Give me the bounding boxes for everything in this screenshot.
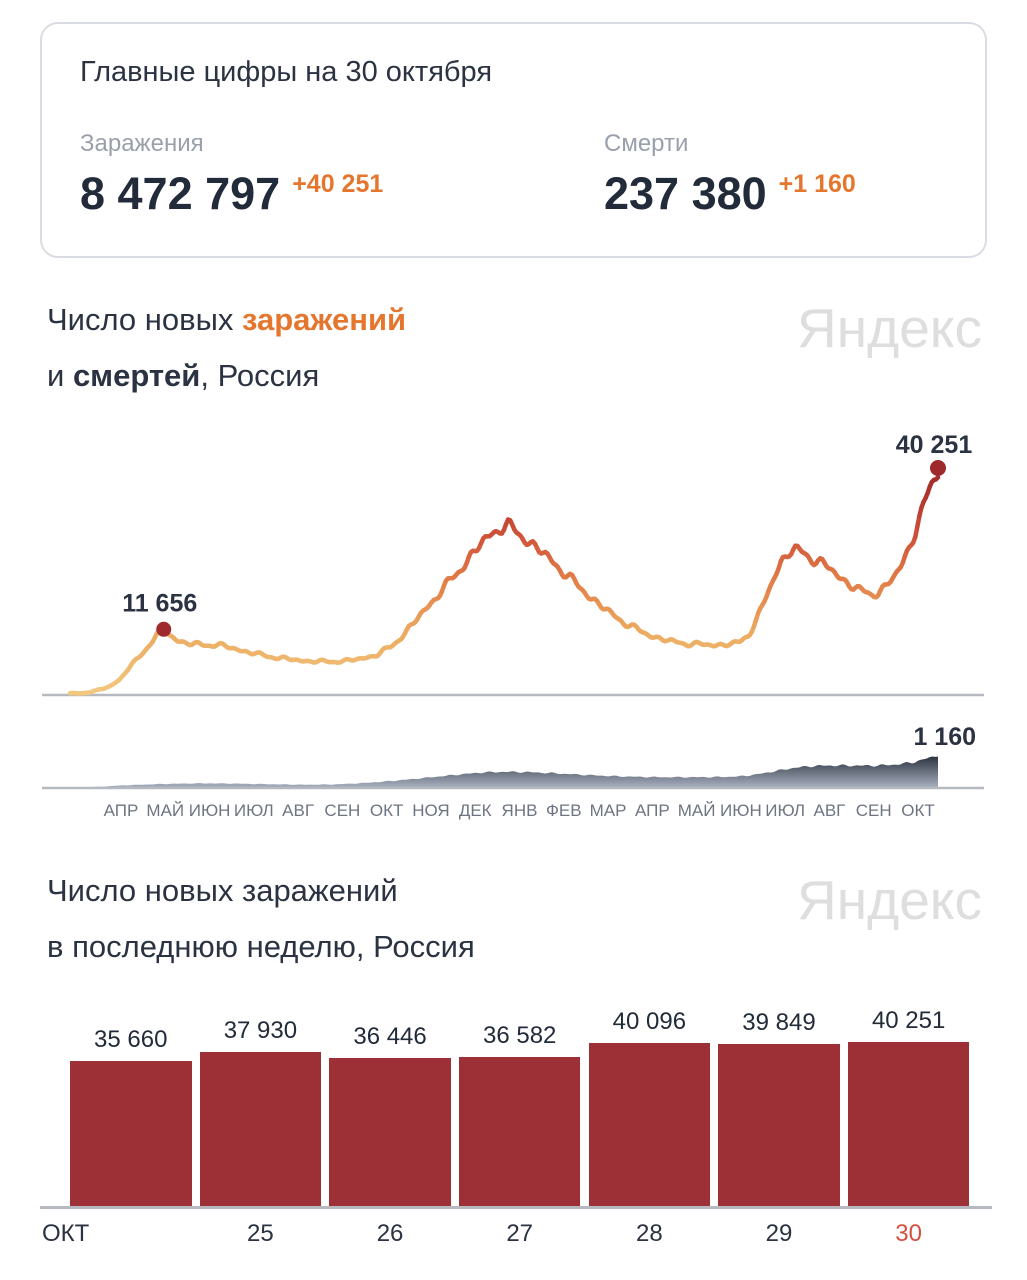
bar (199, 1052, 322, 1207)
infections-stat: Заражения 8 472 797 +40 251 (80, 130, 383, 217)
infections-line-segment (933, 475, 941, 482)
bar-date-label: 28 (635, 1220, 663, 1247)
month-tick-label: ДЕК (459, 801, 492, 820)
infections-total: 8 472 797 (80, 168, 281, 219)
yandex-watermark: Яндекс (797, 869, 982, 931)
bar (588, 1043, 711, 1207)
bar-value-label: 40 251 (871, 1007, 946, 1034)
chart1-title-line1: Число новых заражений (47, 302, 407, 337)
chart2-title-line1: Число новых заражений (47, 873, 398, 908)
bar (458, 1057, 581, 1207)
month-tick-label: АПР (635, 801, 670, 820)
month-tick-label: МАЙ (146, 801, 184, 820)
bar-value-label: 35 660 (94, 1026, 168, 1053)
chart1-title-line2: и смертей, Россия (47, 358, 320, 393)
peak-dot (930, 460, 946, 476)
month-tick-label: ИЮЛ (765, 801, 805, 820)
month-tick-label: ИЮЛ (234, 801, 274, 820)
chart1-title: Число новых заражений и смертей, Россия (47, 292, 406, 404)
month-tick-label: АПР (104, 801, 139, 820)
deaths-total: 237 380 (604, 168, 767, 219)
month-tick-label: СЕН (324, 801, 360, 820)
month-tick-label: ОКТ (370, 801, 404, 820)
month-tick-label: ИЮН (189, 801, 231, 820)
peak-dot (156, 621, 172, 637)
month-tick-label: МАЙ (678, 801, 716, 820)
month-tick-label: АВГ (813, 801, 845, 820)
infections-line-chart: 11 656 40 251 (42, 431, 984, 697)
bar-date-label: 25 (247, 1220, 274, 1247)
month-tick-label: ЯНВ (502, 801, 538, 820)
month-tick-label: ОКТ (901, 801, 935, 820)
chart1-title-highlight: заражений (242, 302, 407, 337)
bar (329, 1058, 451, 1207)
chart2-title: Число новых заражений в последнюю неделю… (47, 863, 475, 975)
month-tick-label: ФЕВ (546, 801, 582, 820)
month-tick-label: ИЮН (720, 801, 762, 820)
month-tick-label: НОЯ (412, 801, 449, 820)
bar (70, 1061, 192, 1207)
bar-value-label: 36 446 (353, 1023, 427, 1050)
deaths-label: Смерти (604, 130, 689, 157)
bar-chart-baseline (40, 1206, 992, 1209)
peak-annotation: 40 251 (896, 431, 973, 459)
summary-card: Главные цифры на 30 октября Заражения 8 … (40, 22, 987, 258)
month-tick-label: АВГ (282, 801, 314, 820)
chart2-title-line2: в последнюю неделю, Россия (47, 929, 475, 964)
weekly-bar-chart: 35 660 ОКТ 37 930 25 36 446 26 36 582 27 40 096 2… (0, 1000, 1027, 1280)
deaths-area (70, 756, 938, 788)
bar-date-label: 26 (376, 1220, 404, 1247)
month-tick-label: МАР (590, 801, 627, 820)
bar-date-label: 30 (895, 1220, 922, 1247)
bar-date-label: 29 (765, 1220, 793, 1247)
bar-date-label: ОКТ (42, 1220, 90, 1247)
peak-annotation: 11 656 (122, 589, 197, 617)
bar-value-label: 37 930 (223, 1017, 298, 1044)
deaths-stat: Смерти 237 380 +1 160 (604, 130, 856, 217)
bar (718, 1044, 840, 1207)
bar (847, 1042, 970, 1207)
month-tick-label: СЕН (856, 801, 892, 820)
deaths-delta: +1 160 (778, 170, 856, 198)
infections-label: Заражения (80, 130, 204, 157)
bar-value-label: 40 096 (612, 1008, 687, 1035)
bar-date-label: 27 (506, 1220, 534, 1247)
summary-card-title: Главные цифры на 30 октября (80, 56, 493, 88)
deaths-annotation: 1 160 (913, 723, 976, 751)
bar-value-label: 39 849 (742, 1009, 816, 1036)
bar-value-label: 36 582 (482, 1022, 557, 1049)
infections-delta: +40 251 (292, 170, 384, 198)
yandex-watermark: Яндекс (797, 297, 982, 359)
